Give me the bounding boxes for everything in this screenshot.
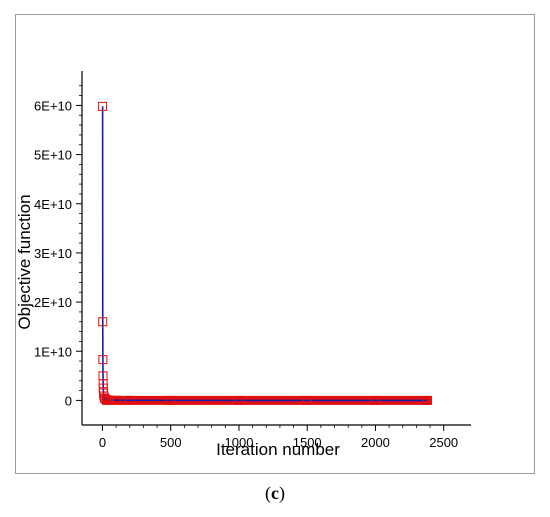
x-tick-label: 2000 <box>361 435 390 450</box>
panel-label-close: ) <box>279 483 285 503</box>
chart-plot: 0 500 1000 1500 2000 2500 0 1E+10 2E+10 3E+10 4E+1… <box>16 71 471 459</box>
axes: 0 500 1000 1500 2000 2500 0 1E+10 2E+10 3E+10 4E+1… <box>34 71 471 450</box>
series-line <box>101 106 428 402</box>
y-tick-label: 5E+10 <box>34 148 72 163</box>
y-tick-label: 3E+10 <box>34 246 72 261</box>
data-point-marker <box>422 395 432 405</box>
x-tick-label: 0 <box>99 435 106 450</box>
data-point-marker <box>98 355 108 365</box>
data-point-marker <box>111 395 121 405</box>
data-point-marker <box>302 395 312 405</box>
y-tick-label: 6E+10 <box>34 98 72 113</box>
x-axis-label: Iteration number <box>216 440 340 459</box>
y-tick-label: 0 <box>65 393 72 408</box>
data-point-marker <box>98 101 108 111</box>
y-axis-label: Objective function <box>16 194 34 329</box>
x-tick-label: 2500 <box>429 435 458 450</box>
panel-label-letter: c <box>271 483 279 503</box>
y-tick-label: 1E+10 <box>34 344 72 359</box>
data-point-marker <box>125 395 135 405</box>
data-point-marker <box>370 395 380 405</box>
data-point-marker <box>98 317 108 327</box>
y-tick-label: 2E+10 <box>34 295 72 310</box>
figure-frame: 0 500 1000 1500 2000 2500 0 1E+10 2E+10 3E+10 4E+1… <box>15 14 535 474</box>
x-tick-label: 1000 <box>225 435 254 450</box>
x-tick-label: 500 <box>160 435 182 450</box>
data-point-marker <box>234 395 244 405</box>
x-tick-label: 1500 <box>293 435 322 450</box>
data-point-marker <box>166 395 176 405</box>
panel-label: (c) <box>0 483 550 504</box>
data-point-marker <box>100 393 110 403</box>
series-layer <box>98 101 432 405</box>
y-tick-label: 4E+10 <box>34 197 72 212</box>
data-point-marker <box>104 395 114 405</box>
panel-label-open: ( <box>265 483 271 503</box>
